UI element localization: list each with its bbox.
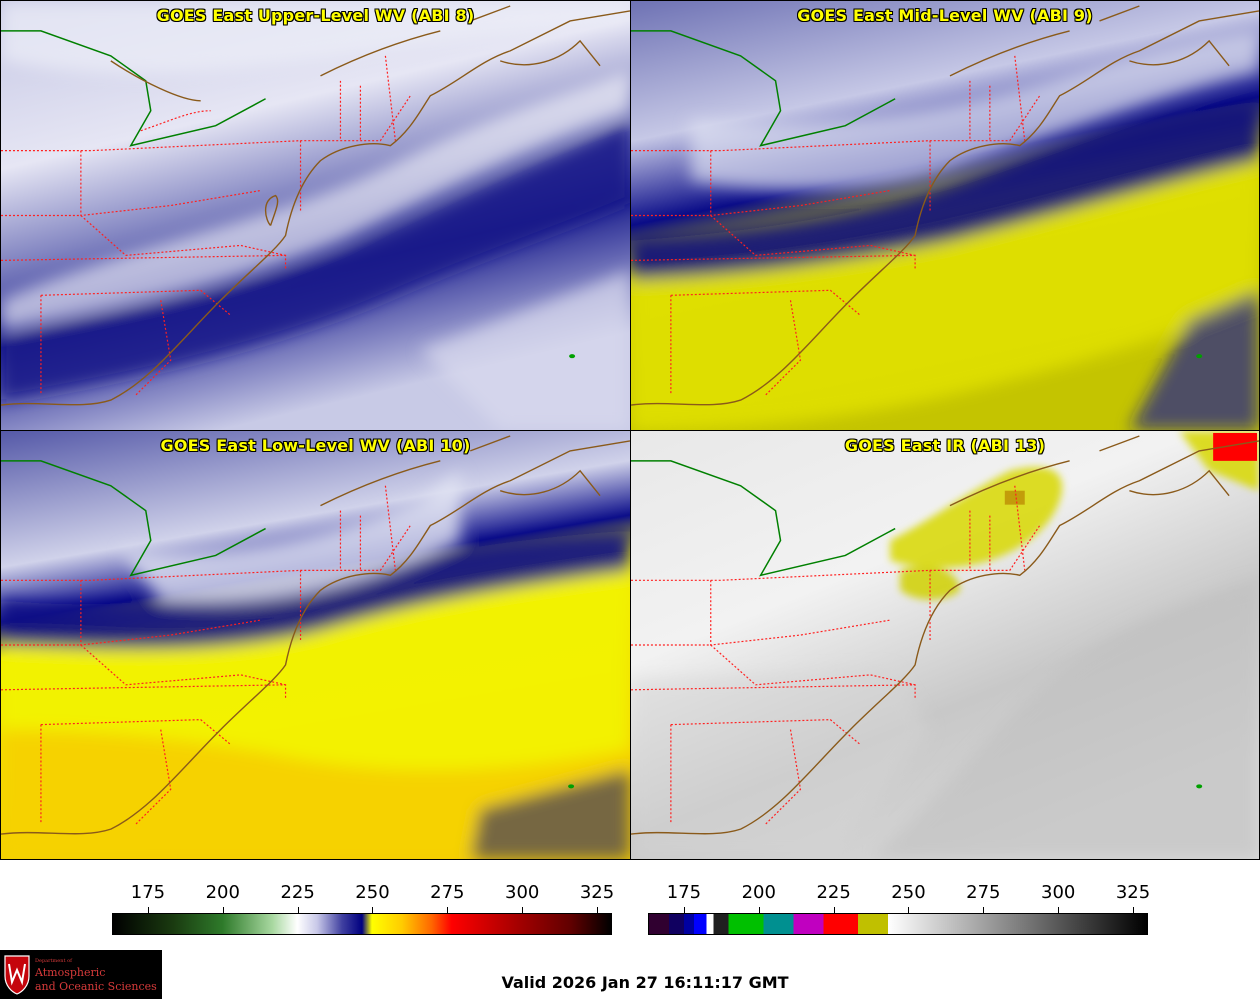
ir-colorbar: 175 200 225 250 275 300 325 [648,880,1151,940]
logo-line-1: Department of [35,958,72,964]
ir-image [631,431,1259,859]
panel-title: GOES East Upper-Level WV (ABI 8) [156,6,475,25]
uw-crest-icon [4,955,30,995]
colorbar-tick-mark [147,907,149,913]
colorbar-tick-mark [758,907,760,913]
logo-line-2: Atmospheric [35,966,106,979]
low-level-wv-image [1,431,630,859]
colorbar-tick-label: 300 [1040,882,1076,903]
colorbar-tick-label: 250 [891,882,926,903]
valid-time: Valid 2026 Jan 27 16:11:17 GMT [501,973,789,992]
aos-logo: Department of Atmospheric and Oceanic Sc… [0,950,162,999]
panel-upper-level-wv: GOES East Upper-Level WV (ABI 8) [0,0,631,431]
mid-level-wv-image [631,1,1259,430]
wv-colorbar-ticks: 175 200 225 250 275 300 325 [112,880,615,914]
panel-title: GOES East IR (ABI 13) [844,436,1046,455]
colorbar-tick-mark [1058,907,1060,913]
colorbar-tick-mark [447,907,449,913]
colorbar-tick-label: 225 [280,882,315,903]
logo-line-3: and Oceanic Sciences [35,980,157,993]
colorbar-tick-label: 275 [966,882,1001,903]
colorbar-tick-mark [597,907,599,913]
panel-title: GOES East Low-Level WV (ABI 10) [160,436,471,455]
colorbar-tick-mark [683,907,685,913]
colorbar-tick-label: 325 [579,882,615,903]
colorbar-tick-label: 175 [130,882,166,903]
colorbar-tick-label: 200 [741,882,776,903]
colorbar-tick-mark [222,907,224,913]
colorbar-tick-label: 175 [666,882,702,903]
upper-level-wv-image [1,1,630,430]
wv-colorbar: 175 200 225 250 275 300 325 [112,880,615,940]
wv-colorbar-gradient [112,913,612,935]
colorbar-tick-label: 325 [1115,882,1151,903]
panel-low-level-wv: GOES East Low-Level WV (ABI 10) [0,430,631,860]
colorbar-tick-mark [1133,907,1135,913]
ir-colorbar-ticks: 175 200 225 250 275 300 325 [648,880,1151,914]
colorbar-tick-mark [833,907,835,913]
colorbar-tick-mark [522,907,524,913]
colorbar-tick-label: 300 [504,882,540,903]
colorbar-tick-mark [983,907,985,913]
colorbar-tick-label: 275 [430,882,465,903]
colorbar-tick-mark [908,907,910,913]
colorbar-tick-label: 250 [355,882,390,903]
panel-mid-level-wv: GOES East Mid-Level WV (ABI 9) [630,0,1260,431]
colorbar-tick-label: 200 [205,882,240,903]
ir-colorbar-gradient [648,913,1148,935]
colorbar-tick-label: 225 [816,882,851,903]
colorbar-tick-mark [372,907,374,913]
panel-ir: GOES East IR (ABI 13) [630,430,1260,860]
panel-title: GOES East Mid-Level WV (ABI 9) [797,6,1093,25]
colorbar-tick-mark [297,907,299,913]
